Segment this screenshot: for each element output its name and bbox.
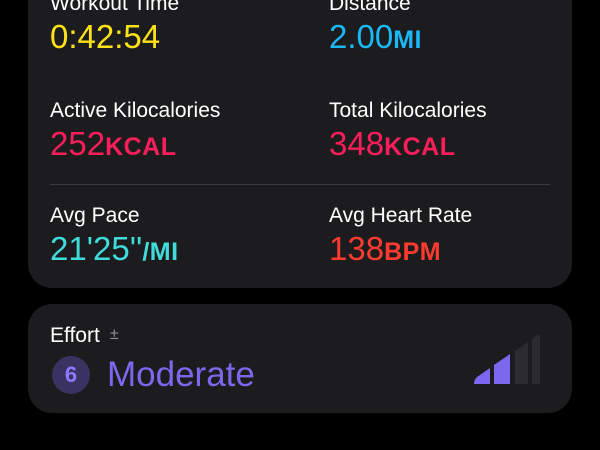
metric-total-kcal: Total Kilocalories 348KCAL: [329, 99, 487, 166]
effort-bar-1: [474, 368, 490, 384]
effort-label: Effort: [50, 324, 100, 347]
effort-bar-3: [515, 342, 528, 384]
metric-value: 0:42:54: [50, 18, 161, 55]
plus-minus-icon[interactable]: ±: [109, 326, 119, 343]
metric-value: 21'25'': [50, 230, 143, 267]
metric-label: Avg Heart Rate: [329, 204, 473, 227]
metric-value: 252: [50, 125, 106, 162]
metric-value: 348: [329, 125, 385, 162]
divider: [50, 184, 550, 185]
metric-distance: Distance 2.00MI: [329, 0, 422, 59]
workout-metrics-card: Workout Time 0:42:54 Distance 2.00MI Act…: [28, 0, 572, 288]
metric-value: 2.00: [329, 18, 394, 55]
metric-unit: /MI: [142, 238, 179, 266]
effort-card[interactable]: Effort ± 6 Moderate: [28, 304, 572, 413]
metric-unit: KCAL: [384, 133, 456, 161]
metric-value: 138: [329, 230, 385, 267]
metric-unit: BPM: [384, 238, 442, 266]
metric-label: Active Kilocalories: [50, 99, 221, 122]
metric-label: Distance: [329, 0, 411, 15]
effort-bars-icon: [474, 335, 540, 384]
metric-avg-heart-rate: Avg Heart Rate 138BPM: [329, 204, 472, 271]
metric-label: Avg Pace: [50, 204, 140, 227]
metric-unit: MI: [393, 26, 423, 54]
effort-bar-4: [532, 335, 540, 384]
metric-unit: KCAL: [105, 133, 177, 161]
metric-workout-time: Workout Time 0:42:54: [50, 0, 179, 56]
effort-level: Moderate: [107, 355, 255, 394]
metric-avg-pace: Avg Pace 21'25''/MI: [50, 204, 179, 271]
effort-bar-2: [494, 354, 510, 384]
metric-label: Total Kilocalories: [329, 99, 487, 122]
metric-label: Workout Time: [50, 0, 180, 15]
effort-score-badge: 6: [52, 356, 90, 394]
metric-active-kcal: Active Kilocalories 252KCAL: [50, 99, 220, 166]
